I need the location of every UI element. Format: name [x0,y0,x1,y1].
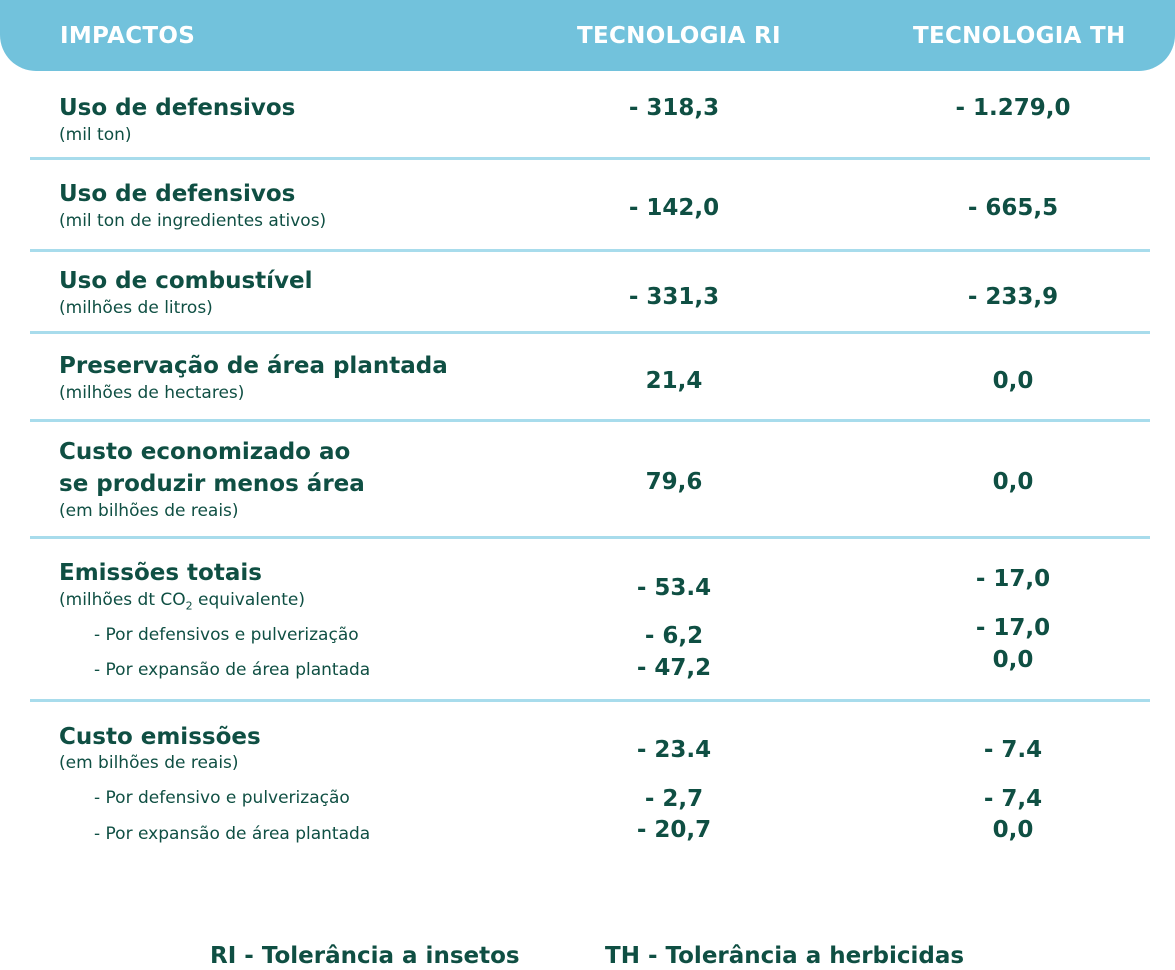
row-3-unit: (milhões de litros) [59,298,213,318]
row-1-title: Uso de defensivos [59,95,296,121]
row-6-unit-suffix: equivalente) [192,590,305,610]
row-7-ri-value: - 23.4 [636,737,712,763]
row-separator [30,331,1150,334]
header-tecnologia-th: TECNOLOGIA TH [913,23,1126,49]
row-4-th-value: 0,0 [992,368,1034,394]
row-2-unit: (mil ton de ingredientes ativos) [59,211,327,231]
row-7-sub-2-label: - Por expansão de área plantada [94,824,371,844]
row-7-unit: (em bilhões de reais) [59,753,239,773]
row-6-th-value: - 17,0 [975,566,1051,592]
row-6-unit-prefix: (milhões dt CO [59,590,186,610]
row-5-title-line-2: se produzir menos área [59,471,365,497]
row-separator [30,536,1150,539]
table-header: IMPACTOS TECNOLOGIA RI TECNOLOGIA TH [0,0,1175,71]
row-1-th-value: - 1.279,0 [955,95,1071,121]
row-6-unit: (milhões dt CO2 equivalente) [59,589,305,617]
row-6-sub-1-ri-value: - 6,2 [644,623,704,649]
row-separator [30,249,1150,252]
row-7-sub-1-th-value: - 7,4 [983,786,1043,812]
row-7-title: Custo emissões [59,724,261,750]
row-6-sub-2-ri-value: - 47,2 [636,655,712,681]
row-4-ri-value: 21,4 [645,368,703,394]
row-6-title: Emissões totais [59,560,262,586]
header-tecnologia-ri: TECNOLOGIA RI [577,23,781,49]
row-6-sub-2-th-value: 0,0 [992,647,1034,673]
row-1-unit: (mil ton) [59,125,132,145]
row-7-sub-2-ri-value: - 20,7 [636,817,712,843]
row-7-sub-1-ri-value: - 2,7 [644,786,704,812]
row-7-th-value: - 7.4 [983,737,1043,763]
row-5-unit: (em bilhões de reais) [59,501,239,521]
row-2-title: Uso de defensivos [59,181,296,207]
row-5-th-value: 0,0 [992,469,1034,495]
row-6-unit-subscript: 2 [185,599,193,613]
row-3-th-value: - 233,9 [967,284,1059,310]
row-7-sub-1-label: - Por defensivo e pulverização [94,788,350,808]
row-4-unit: (milhões de hectares) [59,383,245,403]
row-separator [30,419,1150,422]
row-3-ri-value: - 331,3 [628,284,720,310]
row-5-title-line-1: Custo economizado ao [59,439,351,465]
row-6-ri-value: - 53.4 [636,575,712,601]
row-6-sub-1-th-value: - 17,0 [975,615,1051,641]
legend-th: TH - Tolerância a herbicidas [605,943,965,969]
row-6-sub-2-label: - Por expansão de área plantada [94,660,371,680]
row-7-sub-2-th-value: 0,0 [992,817,1034,843]
row-5-ri-value: 79,6 [645,469,703,495]
row-1-ri-value: - 318,3 [628,95,720,121]
row-separator [30,699,1150,702]
row-2-ri-value: - 142,0 [628,195,720,221]
row-4-title: Preservação de área plantada [59,353,448,379]
header-impactos: IMPACTOS [60,23,196,49]
row-separator [30,157,1150,160]
legend-ri: RI - Tolerância a insetos [210,943,520,969]
row-3-title: Uso de combustível [59,268,313,294]
row-2-th-value: - 665,5 [967,195,1059,221]
row-6-sub-1-label: - Por defensivos e pulverização [94,625,359,645]
